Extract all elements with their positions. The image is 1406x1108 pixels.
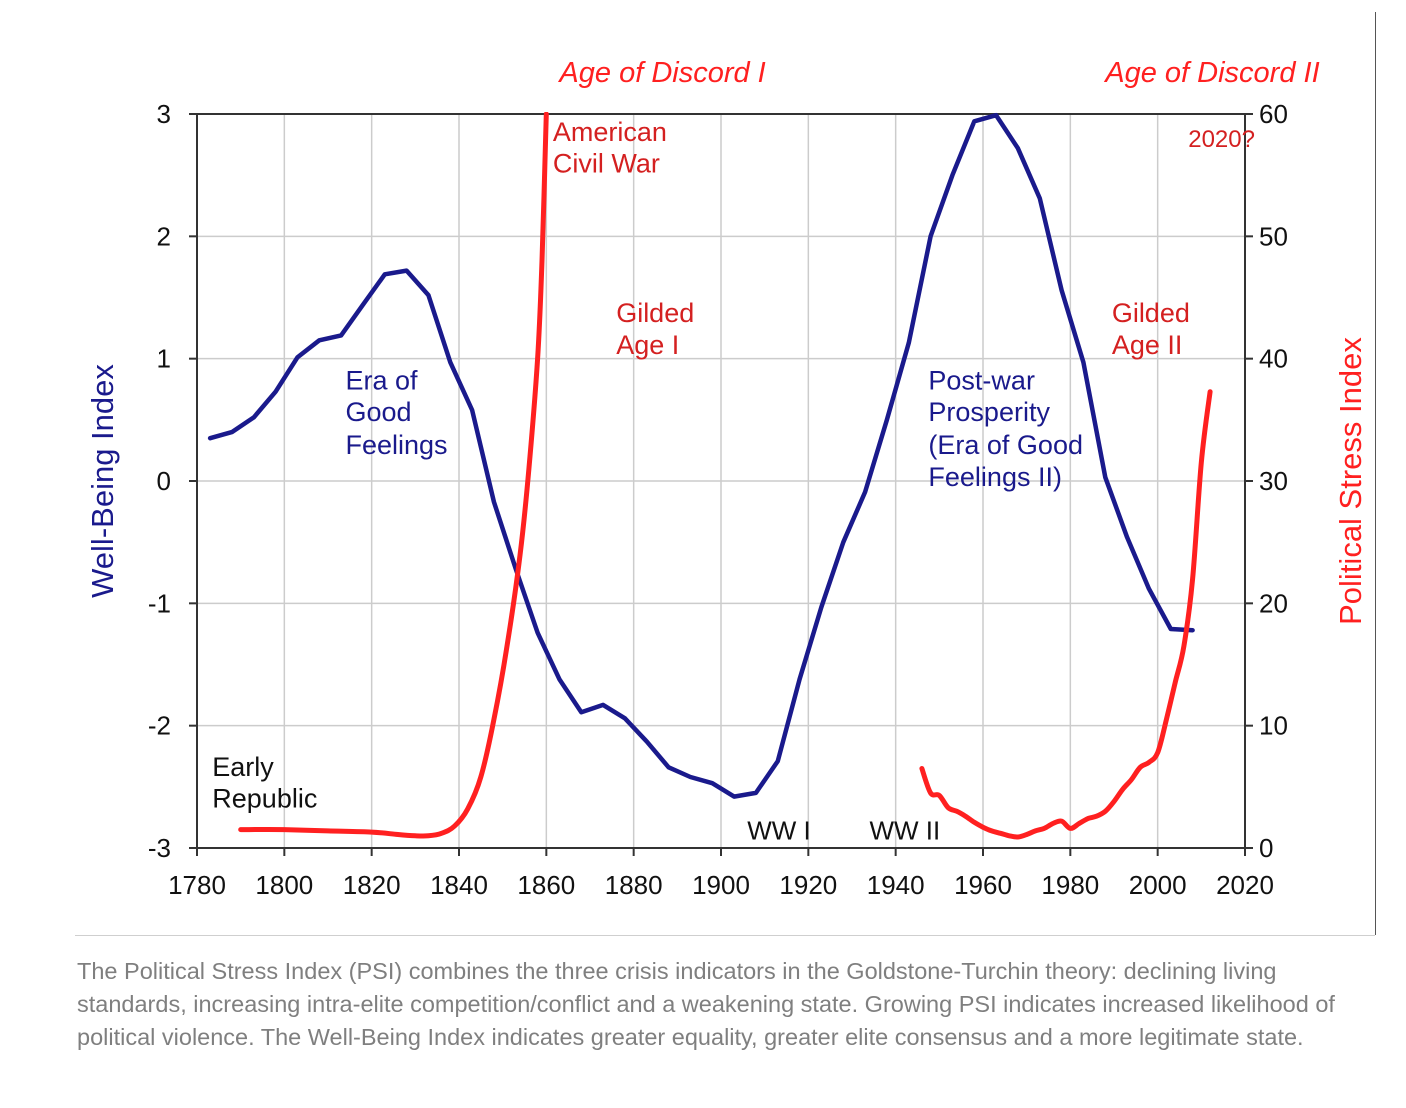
y2-tick-label: 30	[1259, 466, 1288, 496]
annotation-label: Age II	[1112, 330, 1183, 360]
y-tick-label: 3	[157, 99, 171, 129]
annotation-label: Age I	[616, 330, 679, 360]
y-tick-label: -1	[148, 588, 171, 618]
x-tick-label: 1940	[867, 870, 925, 900]
y-tick-label: -3	[148, 833, 171, 863]
x-tick-label: 1900	[692, 870, 750, 900]
chart-svg: 1780 1800 1820 1840 1860 1880 1900 1920 1940 1960…	[85, 57, 1368, 900]
x-tick-label: 1880	[605, 870, 663, 900]
x-tick-label: 1980	[1041, 870, 1099, 900]
y2-tick-label: 10	[1259, 711, 1288, 741]
annotation-label: Post-war	[928, 365, 1035, 395]
figure-caption: The Political Stress Index (PSI) combine…	[77, 958, 1335, 1050]
axes	[189, 113, 1253, 856]
psi-series-line	[919, 389, 1213, 840]
y2-tick-label: 60	[1259, 99, 1288, 129]
tick-labels: 1780 1800 1820 1840 1860 1880 1900 1920 1940 1960…	[148, 99, 1288, 900]
annotation-label: Civil War	[553, 149, 660, 179]
wellbeing-series-line	[207, 112, 1195, 799]
annotation-label: Prosperity	[928, 397, 1050, 427]
x-tick-label: 1960	[954, 870, 1012, 900]
annotation-label: Age of Discord I	[557, 57, 765, 89]
y-axis-label: Well-Being Index	[85, 364, 120, 598]
psi-series-line	[238, 112, 549, 839]
annotation-label: Good	[345, 397, 411, 427]
annotation-label: Age of Discord II	[1103, 57, 1319, 89]
x-tick-label: 2000	[1129, 870, 1187, 900]
y-tick-label: 1	[157, 344, 171, 374]
y-tick-label: -2	[148, 711, 171, 741]
annotation-label: Early	[212, 752, 274, 782]
y2-axis-label: Political Stress Index	[1333, 337, 1368, 625]
x-tick-label: 1800	[255, 870, 313, 900]
y-tick-label: 2	[157, 221, 171, 251]
annotation-label: 2020?	[1188, 126, 1255, 153]
annotation-label: (Era of Good	[928, 430, 1083, 460]
y2-tick-label: 0	[1259, 833, 1273, 863]
x-tick-label: 1820	[343, 870, 401, 900]
y2-tick-label: 50	[1259, 221, 1288, 251]
annotation-label: WW II	[869, 815, 940, 845]
series	[207, 112, 1213, 840]
chart-container: 1780 1800 1820 1840 1860 1880 1900 1920 1940 1960…	[75, 12, 1376, 935]
annotation-label: Gilded	[616, 298, 694, 328]
annotation-label: American	[553, 117, 667, 147]
x-tick-label: 1920	[779, 870, 837, 900]
y2-tick-label: 20	[1259, 588, 1288, 618]
x-tick-label: 1780	[168, 870, 226, 900]
annotation-label: Era of	[345, 365, 418, 395]
annotations: Age of Discord I Age of Discord II America…	[212, 57, 1319, 845]
annotation-label: Feelings	[345, 430, 447, 460]
annotation-label: WW I	[747, 815, 811, 845]
y2-tick-label: 40	[1259, 344, 1288, 374]
grid	[197, 114, 1245, 848]
annotation-label: Feelings II)	[928, 462, 1062, 492]
annotation-label: Republic	[212, 784, 317, 814]
annotation-label: Gilded	[1112, 298, 1190, 328]
y-tick-label: 0	[157, 466, 171, 496]
x-tick-label: 1860	[517, 870, 575, 900]
x-tick-label: 2020	[1216, 870, 1274, 900]
caption-divider	[75, 935, 1375, 936]
x-tick-label: 1840	[430, 870, 488, 900]
